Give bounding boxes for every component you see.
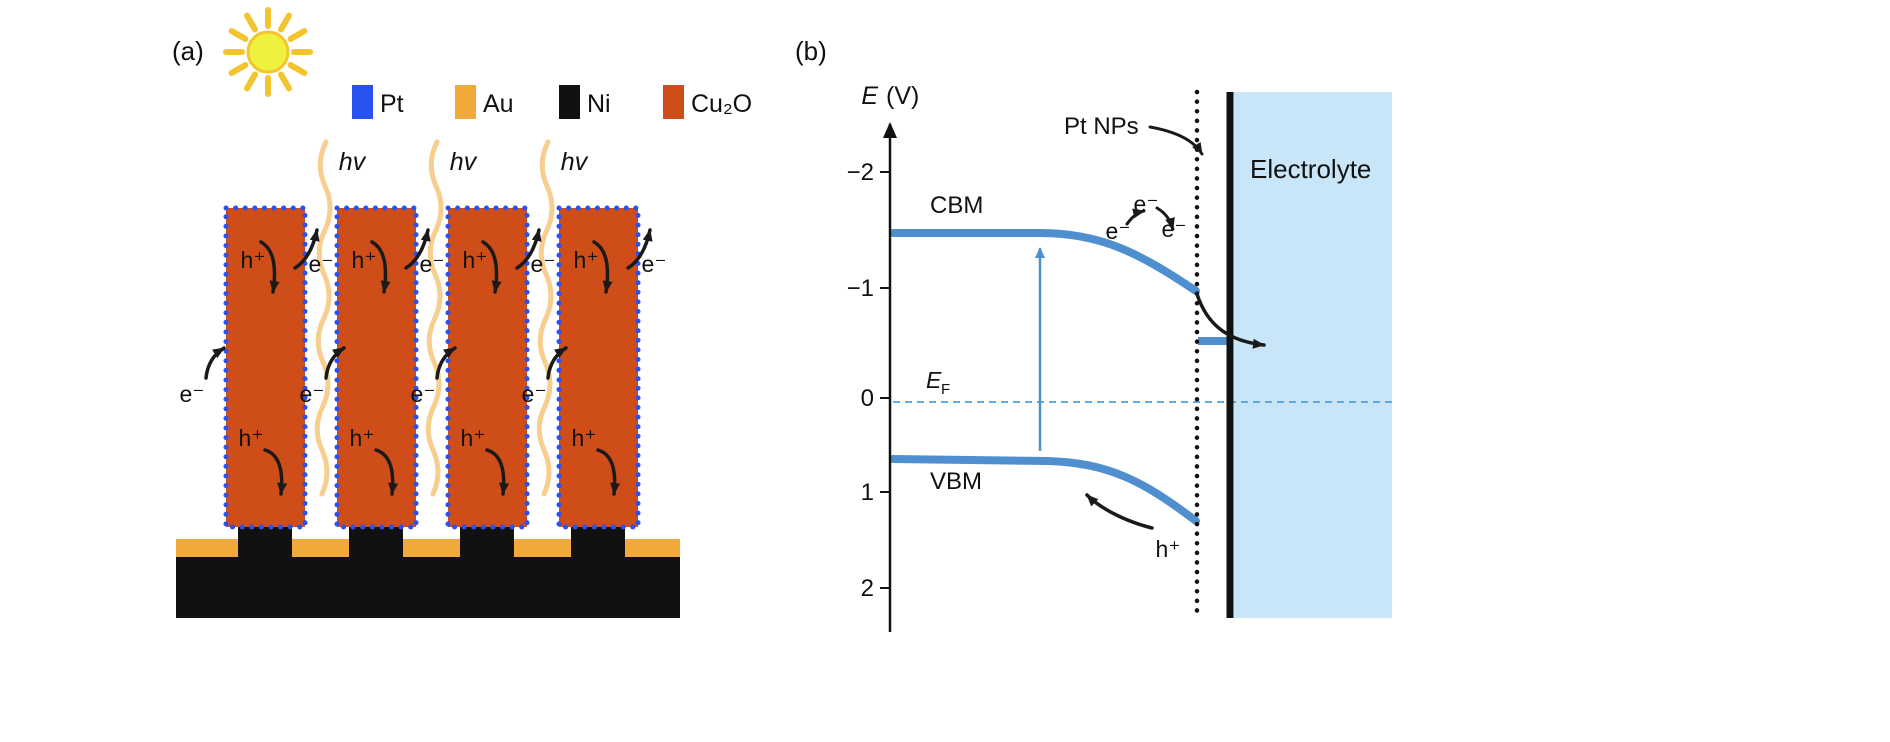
pt-shell-1 bbox=[223, 205, 308, 530]
hole-label-top-3: h⁺ bbox=[463, 247, 488, 273]
panel-b-label: (b) bbox=[795, 36, 827, 66]
electron-label-mid-3: e⁻ bbox=[411, 381, 436, 407]
hole-arrow-bottom-3 bbox=[485, 448, 510, 496]
electron-transfer-arrow bbox=[1195, 292, 1266, 349]
hole-arrow-b bbox=[1085, 493, 1154, 530]
photon-label-3: hv bbox=[561, 148, 589, 176]
electron-label-mid-2: e⁻ bbox=[300, 381, 325, 407]
legend-label-pt: Pt bbox=[380, 90, 404, 118]
electron-label-b-1: e⁻ bbox=[1106, 218, 1131, 244]
sun-ray bbox=[278, 71, 292, 92]
axis-ticks bbox=[880, 171, 890, 589]
electron-label-top-2: e⁻ bbox=[420, 251, 445, 277]
cbm-label: CBM bbox=[930, 192, 983, 219]
pt-nps-arrow bbox=[1148, 125, 1204, 156]
photon-wave-3 bbox=[536, 139, 555, 497]
vbm-label: VBM bbox=[930, 468, 982, 495]
hole-arrow-top-2 bbox=[370, 240, 391, 294]
nanorod-3 bbox=[448, 208, 527, 527]
legend-label-au: Au bbox=[483, 90, 514, 118]
pt-shell-3 bbox=[445, 205, 530, 530]
hole-label-top-2: h⁺ bbox=[352, 247, 377, 273]
photon-waves bbox=[314, 139, 555, 497]
tick-label-2: 2 bbox=[861, 575, 874, 602]
electrolyte-label: Electrolyte bbox=[1250, 154, 1371, 184]
legend-swatch-cu2o bbox=[663, 85, 684, 119]
hole-label-bottom-2: h⁺ bbox=[350, 425, 375, 451]
hole-arrow-top-1 bbox=[259, 240, 280, 294]
axis-label-unit: (V) bbox=[886, 82, 919, 110]
electron-arrow-top-1 bbox=[293, 228, 320, 270]
electron-label-mid-4: e⁻ bbox=[522, 381, 547, 407]
hole-label-b: h⁺ bbox=[1156, 536, 1181, 562]
fermi-label-subscript: F bbox=[941, 381, 950, 398]
electron-arrow-mid-1 bbox=[204, 346, 226, 380]
sun-icon bbox=[223, 7, 313, 97]
hole-arrow-bottom-4 bbox=[596, 448, 621, 496]
photon-wave-1 bbox=[314, 139, 333, 497]
hole-label-top-4: h⁺ bbox=[574, 247, 599, 273]
hole-label-bottom-1: h⁺ bbox=[239, 425, 264, 451]
electron-arrow-top-4 bbox=[626, 228, 653, 270]
vbm-curve bbox=[889, 455, 1200, 525]
panel-a-label: (a) bbox=[172, 36, 204, 66]
legend-label-cu2o: Cu₂O bbox=[691, 90, 752, 118]
fermi-label-symbol: E bbox=[926, 367, 942, 393]
tick-label-1: 1 bbox=[861, 479, 874, 506]
ni-substrate bbox=[176, 557, 680, 618]
electron-arrow-top-2 bbox=[404, 228, 431, 270]
hole-label-bottom-3: h⁺ bbox=[461, 425, 486, 451]
tick-label-neg2: −2 bbox=[847, 159, 874, 186]
tick-label-neg1: −1 bbox=[847, 275, 874, 302]
hole-arrow-bottom-1 bbox=[263, 448, 288, 496]
hole-label-top-1: h⁺ bbox=[241, 247, 266, 273]
electron-label-top-3: e⁻ bbox=[531, 251, 556, 277]
electron-arrow-top-3 bbox=[515, 228, 542, 270]
electron-hop-arrow-2 bbox=[1155, 206, 1175, 231]
hole-arrow-top-3 bbox=[481, 240, 502, 294]
sun-ray bbox=[278, 12, 292, 33]
legend: Pt Au Ni Cu₂O bbox=[352, 85, 752, 119]
photon-label-2: hv bbox=[450, 148, 478, 176]
legend-swatch-pt bbox=[352, 85, 373, 119]
nanorod-array bbox=[223, 205, 641, 530]
pt-nps-label: Pt NPs bbox=[1064, 113, 1139, 140]
electron-label-top-4: e⁻ bbox=[642, 251, 667, 277]
sun-ray bbox=[228, 28, 249, 42]
sun-ray bbox=[244, 12, 258, 33]
photon-wave-2 bbox=[425, 139, 444, 497]
hole-label-bottom-4: h⁺ bbox=[572, 425, 597, 451]
sun-ray bbox=[244, 71, 258, 92]
hole-arrow-bottom-2 bbox=[374, 448, 399, 496]
pt-energy-level bbox=[1198, 337, 1231, 345]
pt-shell-2 bbox=[334, 205, 419, 530]
nanorod-4 bbox=[559, 208, 638, 527]
electron-arrow-mid-4 bbox=[546, 346, 568, 380]
electron-arrow-mid-3 bbox=[435, 346, 457, 380]
nanorod-2 bbox=[337, 208, 416, 527]
electron-arrow-mid-2 bbox=[324, 346, 346, 380]
nanorod-1 bbox=[226, 208, 305, 527]
sun-ray bbox=[228, 62, 249, 76]
sun-ray bbox=[287, 62, 308, 76]
sun-core bbox=[246, 30, 290, 74]
electrolyte-region bbox=[1234, 92, 1392, 618]
au-layer bbox=[176, 539, 680, 557]
electron-label-mid-1: e⁻ bbox=[180, 381, 205, 407]
tick-label-0: 0 bbox=[861, 385, 874, 412]
electron-hop-arrow-1 bbox=[1125, 208, 1146, 226]
sun-ray bbox=[287, 28, 308, 42]
legend-swatch-ni bbox=[559, 85, 580, 119]
axis-label-symbol: E bbox=[861, 82, 878, 110]
cbm-curve bbox=[889, 229, 1200, 295]
electron-label-top-1: e⁻ bbox=[309, 251, 334, 277]
legend-label-ni: Ni bbox=[587, 90, 611, 118]
pt-shell-4 bbox=[556, 205, 641, 530]
photon-label-1: hv bbox=[339, 148, 367, 176]
hole-arrow-top-4 bbox=[592, 240, 613, 294]
legend-swatch-au bbox=[455, 85, 476, 119]
